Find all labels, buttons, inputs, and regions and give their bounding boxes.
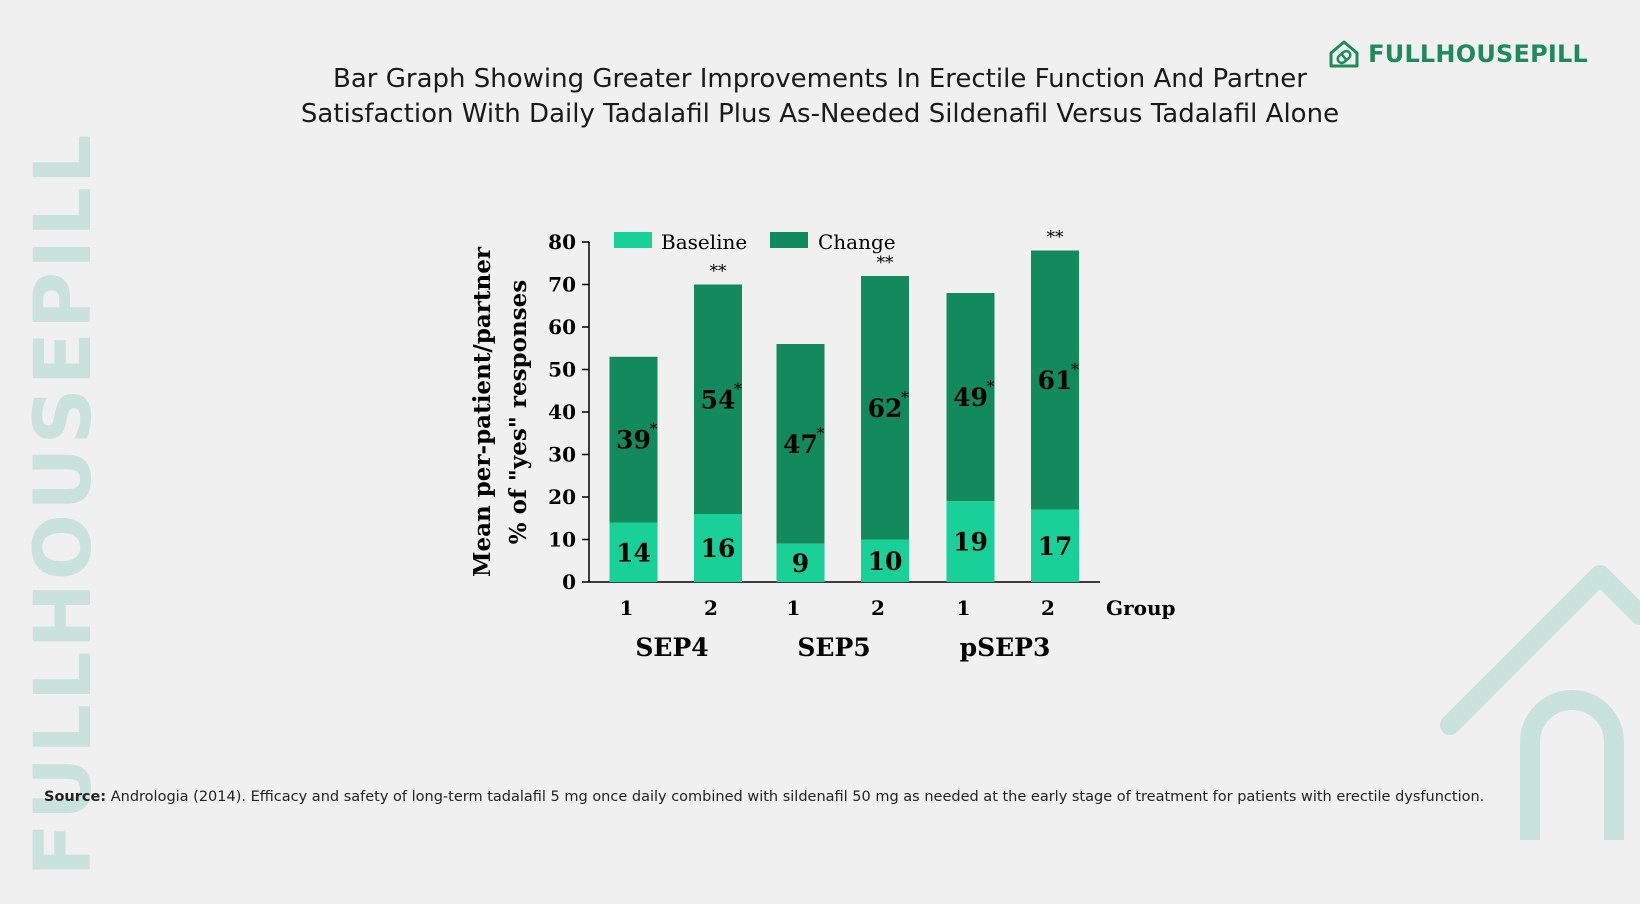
data-label-baseline: 10	[868, 547, 903, 576]
bar-baseline	[694, 514, 742, 582]
x-tick-label: 1	[957, 596, 971, 620]
x-tick-label: 1	[787, 596, 801, 620]
source-text: Andrologia (2014). Efficacy and safety o…	[106, 789, 1485, 805]
significance-mark: *	[734, 379, 742, 398]
data-label-baseline: 19	[953, 528, 988, 557]
y-tick-label: 80	[548, 230, 576, 254]
significance-mark: *	[1071, 360, 1079, 379]
bar-baseline	[776, 543, 825, 582]
x-tick-label: 1	[620, 596, 634, 620]
data-label-baseline: 17	[1038, 532, 1073, 561]
brand-logo: FULLHOUSEPILL	[1328, 38, 1588, 70]
legend-label-baseline: Baseline	[661, 230, 747, 254]
significance-mark: *	[650, 420, 658, 439]
bar-baseline	[946, 501, 995, 582]
x-axis-label: Group	[1106, 596, 1175, 620]
y-axis-label-line-2: % of "yes" responses	[505, 280, 532, 544]
y-tick-label: 60	[548, 315, 576, 339]
significance-mark-top: **	[1047, 228, 1065, 248]
data-label-change: 39	[616, 426, 651, 455]
legend-swatch-change	[770, 232, 808, 248]
bar-change	[694, 284, 742, 514]
data-label-baseline: 9	[792, 549, 809, 578]
chart-title: Bar Graph Showing Greater Improvements I…	[180, 62, 1460, 132]
y-tick-label: 70	[548, 273, 576, 297]
data-label-baseline: 14	[616, 538, 651, 567]
measure-label: SEP4	[635, 633, 708, 662]
source-label: Source:	[44, 789, 107, 805]
bar-baseline	[861, 539, 909, 582]
data-label-change: 47	[783, 430, 818, 459]
x-tick-label: 2	[1041, 596, 1055, 620]
significance-mark-top: **	[710, 262, 728, 282]
brand-name: FULLHOUSEPILL	[1368, 40, 1588, 68]
y-tick-label: 50	[548, 358, 576, 382]
source-note: Source: Andrologia (2014). Efficacy and …	[44, 789, 1484, 805]
bar-baseline	[1031, 509, 1079, 582]
y-tick-label: 10	[548, 528, 576, 552]
x-tick-label: 2	[871, 596, 885, 620]
bar-change	[946, 293, 995, 502]
significance-mark-top: **	[877, 253, 895, 273]
house-outline-decoration	[1440, 565, 1640, 840]
bar-change	[776, 344, 825, 544]
data-label-change: 62	[868, 394, 903, 423]
bar-change	[1031, 250, 1079, 510]
bar-change	[609, 356, 658, 523]
bar-chart: Baseline Change Mean per-patient/partner…	[469, 228, 1175, 663]
chart-title-line-2: Satisfaction With Daily Tadalafil Plus A…	[300, 99, 1340, 129]
data-label-change: 49	[953, 383, 988, 412]
y-tick-label: 30	[548, 443, 576, 467]
significance-mark: *	[901, 388, 909, 407]
measure-label: pSEP3	[960, 633, 1051, 662]
bar-change	[861, 276, 909, 540]
data-label-baseline: 16	[701, 534, 736, 563]
y-tick-label: 20	[548, 485, 576, 509]
legend: Baseline Change	[614, 230, 896, 254]
legend-swatch-baseline	[614, 232, 652, 248]
measure-label: SEP5	[797, 633, 870, 662]
x-tick-label: 2	[704, 596, 718, 620]
y-tick-label: 40	[548, 400, 576, 424]
bar-baseline	[609, 522, 658, 582]
y-tick-label: 0	[562, 570, 576, 594]
data-label-change: 61	[1038, 366, 1073, 395]
significance-mark: *	[817, 424, 825, 443]
house-pill-icon	[1329, 40, 1359, 68]
data-label-change: 54	[701, 385, 736, 414]
legend-label-change: Change	[818, 230, 896, 254]
chart-title-line-1: Bar Graph Showing Greater Improvements I…	[333, 64, 1307, 94]
significance-mark: *	[987, 377, 995, 396]
y-axis-label-line-1: Mean per-patient/partner	[469, 246, 496, 577]
